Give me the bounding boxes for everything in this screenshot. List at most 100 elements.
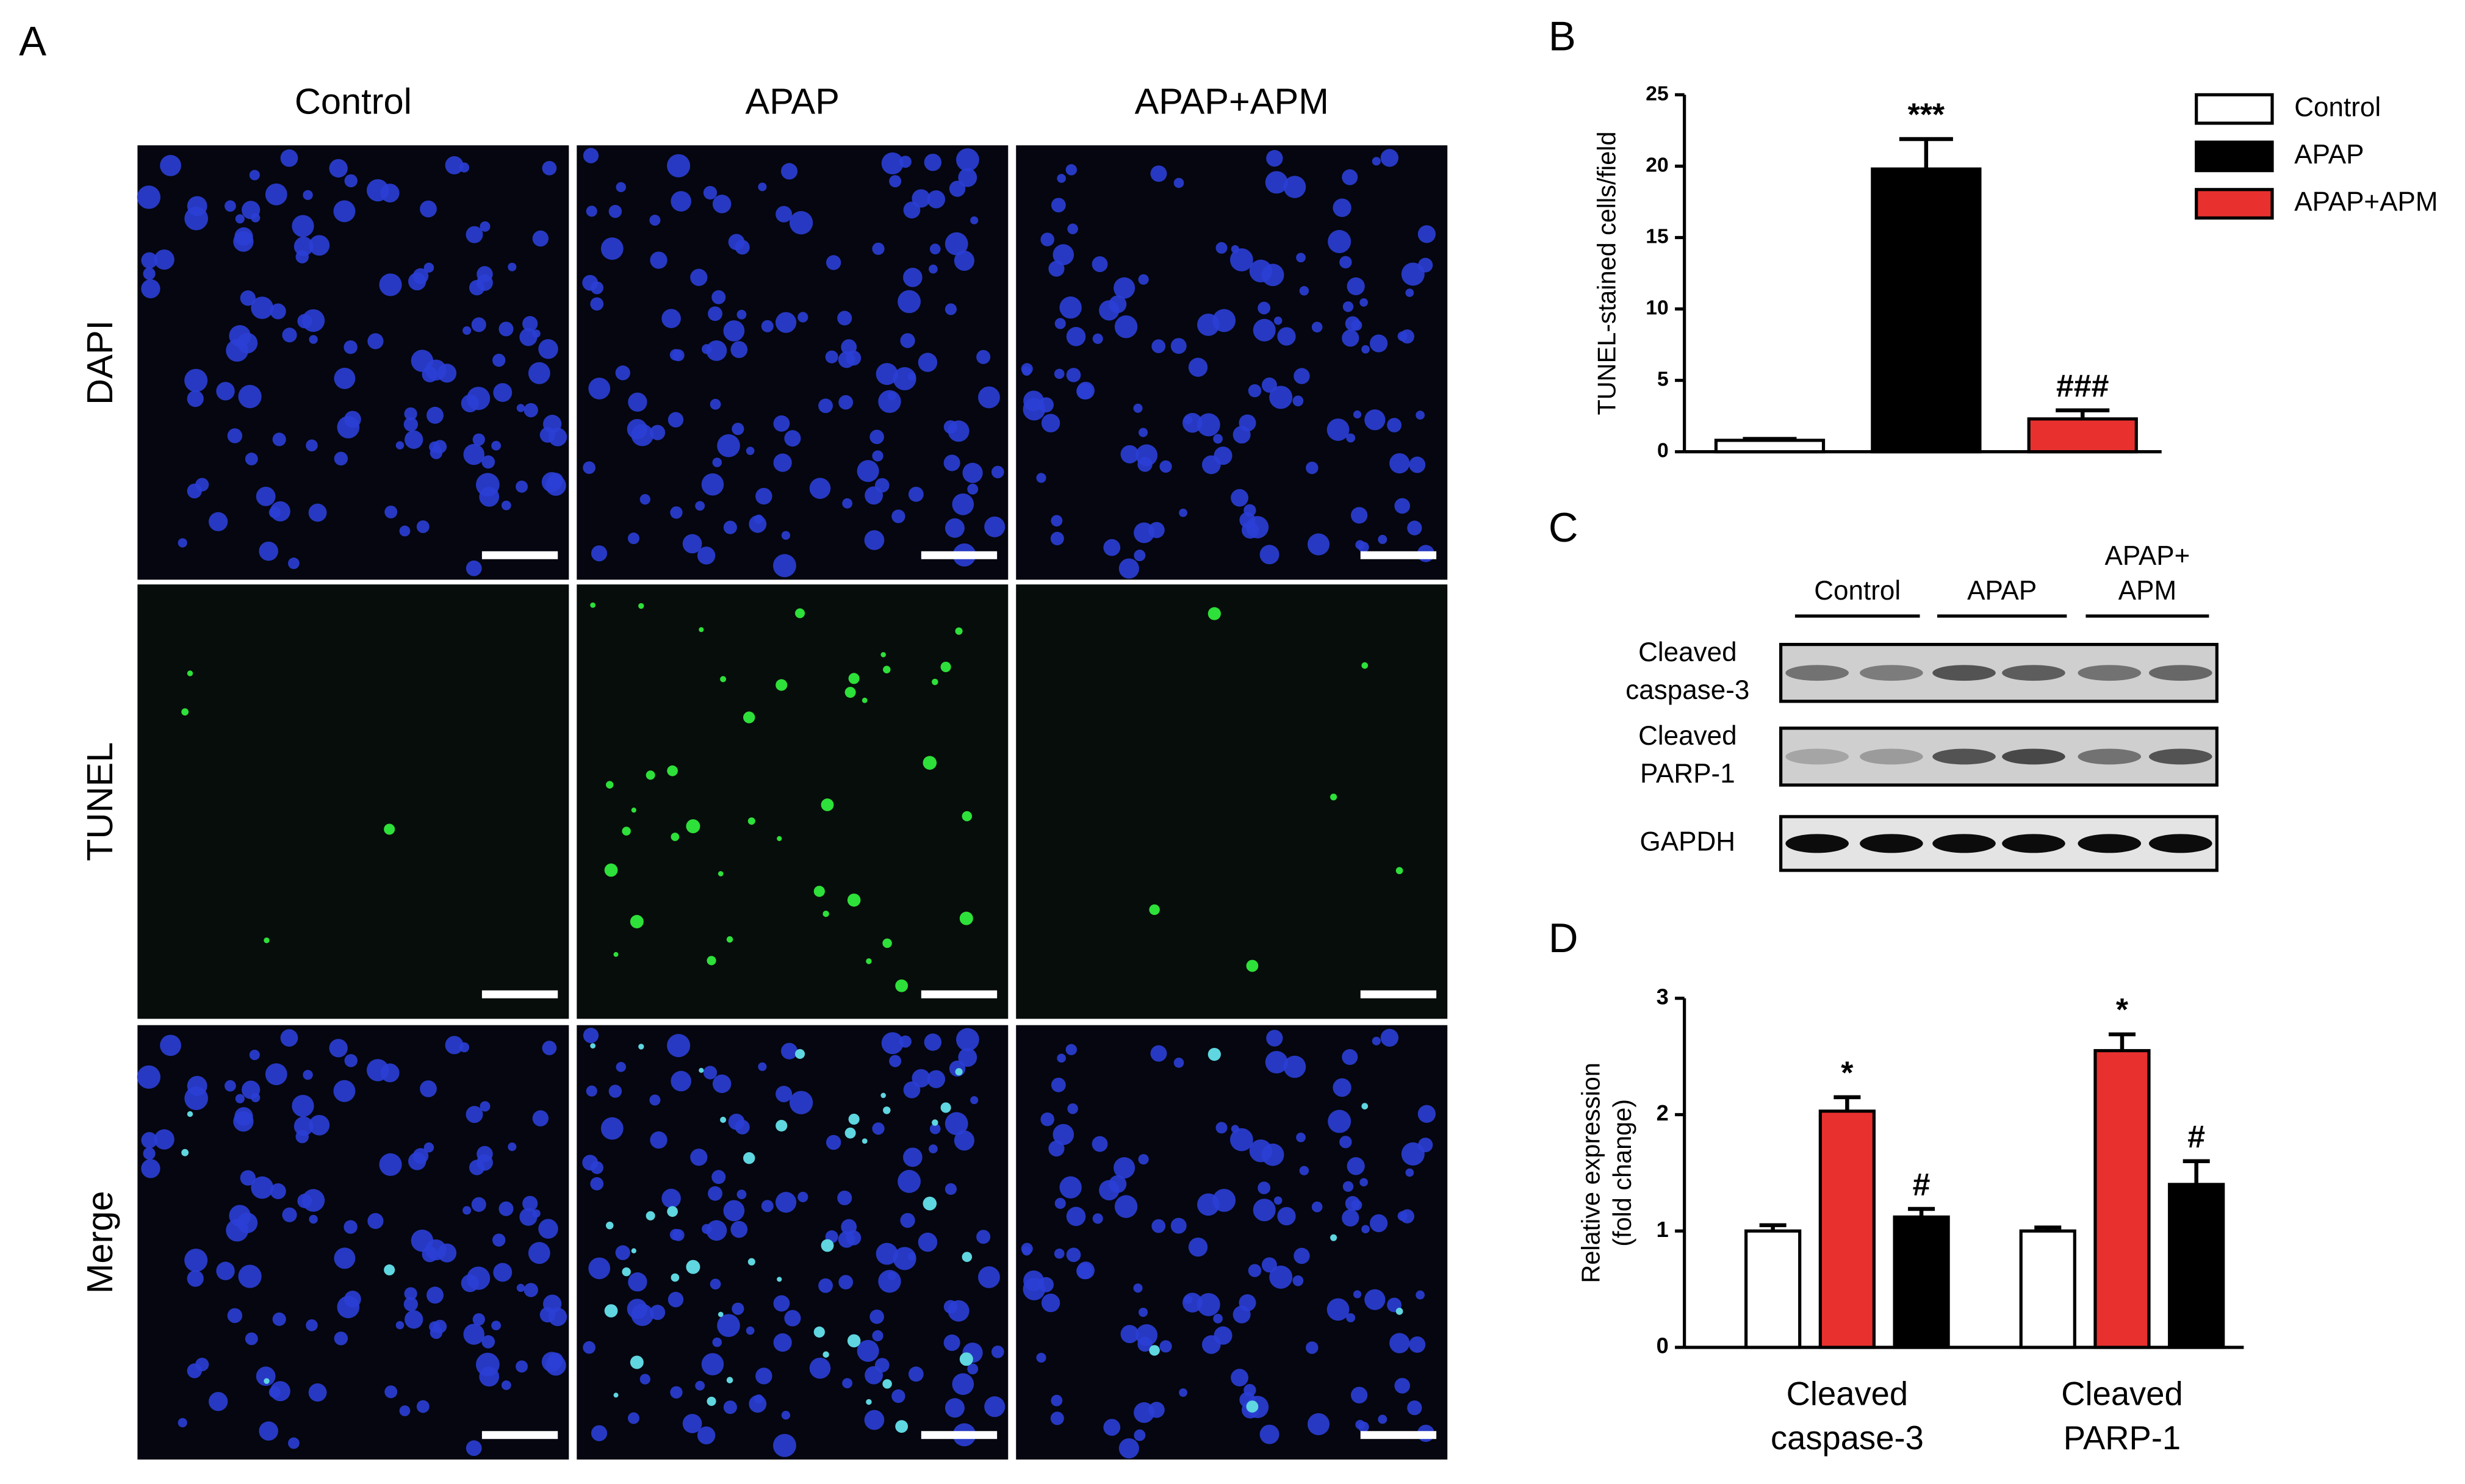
nucleus xyxy=(1103,1419,1121,1436)
nucleus xyxy=(1076,1263,1093,1280)
nucleus xyxy=(399,1405,411,1416)
nucleus xyxy=(1021,1242,1033,1255)
tunel-signal xyxy=(848,1113,860,1125)
nucleus xyxy=(945,1112,968,1136)
nucleus xyxy=(249,170,260,181)
nucleus xyxy=(251,296,274,319)
nucleus xyxy=(1394,498,1410,514)
nucleus xyxy=(772,1433,796,1457)
tunel-signal xyxy=(895,1420,909,1433)
nucleus xyxy=(1054,368,1065,379)
legend-swatch xyxy=(2195,140,2274,173)
nucleus xyxy=(631,424,654,446)
tunel-signal xyxy=(590,1043,596,1048)
nucleus xyxy=(303,190,313,200)
nucleus xyxy=(498,1201,514,1216)
nucleus xyxy=(728,234,745,251)
nucleus xyxy=(480,221,491,232)
micrograph xyxy=(1016,1025,1448,1460)
bar xyxy=(1714,439,1826,454)
nucleus xyxy=(837,310,852,326)
nucleus xyxy=(399,525,411,537)
nucleus xyxy=(143,1147,156,1160)
nucleus xyxy=(1364,1289,1386,1310)
nucleus xyxy=(1266,149,1283,167)
tunel-signal xyxy=(606,781,614,789)
nucleus xyxy=(1339,256,1352,269)
nucleus xyxy=(927,190,946,209)
nucleus xyxy=(695,1380,705,1391)
nucleus xyxy=(367,333,384,349)
nucleus xyxy=(1269,1265,1293,1289)
nucleus xyxy=(508,1142,517,1152)
nucleus xyxy=(864,1410,885,1430)
nucleus xyxy=(1401,1142,1425,1166)
nucleus xyxy=(837,1191,852,1206)
nucleus xyxy=(627,532,639,545)
nucleus xyxy=(272,432,286,446)
nucleus xyxy=(1299,286,1309,296)
nucleus xyxy=(842,498,853,509)
nucleus xyxy=(723,520,737,534)
nucleus xyxy=(1273,1196,1283,1205)
nucleus xyxy=(137,1065,160,1089)
nucleus xyxy=(586,1085,597,1097)
legend-swatch xyxy=(2195,188,2274,220)
micrograph xyxy=(577,584,1009,1019)
tunel-signal xyxy=(940,1102,951,1113)
nucleus xyxy=(1345,316,1361,331)
row-label: TUNEL xyxy=(79,742,120,861)
nucleus xyxy=(712,1337,722,1347)
nucleus xyxy=(426,1286,444,1304)
nucleus xyxy=(1057,1053,1066,1063)
nucleus xyxy=(1405,289,1414,297)
nucleus xyxy=(775,1192,797,1213)
nucleus xyxy=(723,1400,737,1414)
nucleus xyxy=(924,1033,942,1051)
column-header: Control xyxy=(295,81,412,122)
nucleus xyxy=(403,1297,418,1311)
nucleus xyxy=(1347,277,1365,296)
nucleus xyxy=(1066,327,1086,346)
nucleus xyxy=(881,1032,904,1055)
tunel-signal xyxy=(847,893,861,907)
nucleus xyxy=(528,362,550,384)
nucleus xyxy=(1133,1283,1143,1293)
nucleus xyxy=(1170,1217,1187,1234)
nucleus xyxy=(1283,176,1306,198)
nucleus xyxy=(977,386,1000,409)
blot-band xyxy=(1860,834,1923,853)
nucleus xyxy=(412,1148,429,1164)
nucleus xyxy=(1258,1181,1271,1194)
tunel-signal xyxy=(895,979,909,992)
nucleus xyxy=(672,349,685,362)
nucleus xyxy=(1342,1049,1358,1066)
nucleus xyxy=(309,1214,318,1224)
nucleus xyxy=(1054,1197,1066,1209)
nucleus xyxy=(1353,1290,1362,1299)
nucleus xyxy=(697,547,716,565)
nucleus xyxy=(898,290,921,314)
nucleus xyxy=(480,1101,491,1112)
tunel-signal xyxy=(671,833,680,841)
tunel-signal xyxy=(1207,1047,1221,1061)
nucleus xyxy=(1109,295,1127,314)
nucleus xyxy=(471,1197,486,1212)
blot-band xyxy=(1932,665,1996,681)
nucleus xyxy=(519,1208,538,1226)
nucleus xyxy=(588,1257,611,1280)
nucleus xyxy=(405,430,423,449)
nucleus xyxy=(403,417,418,432)
nucleus xyxy=(1417,225,1436,243)
nucleus xyxy=(746,446,755,455)
nucleus xyxy=(1051,1077,1066,1092)
nucleus xyxy=(1359,298,1368,307)
tunel-signal xyxy=(880,1092,886,1099)
nucleus xyxy=(143,267,156,280)
nucleus xyxy=(891,509,905,523)
nucleus xyxy=(582,1155,599,1171)
tunel-signal xyxy=(264,1378,270,1384)
tunel-signal xyxy=(747,817,755,825)
nucleus xyxy=(967,484,979,495)
